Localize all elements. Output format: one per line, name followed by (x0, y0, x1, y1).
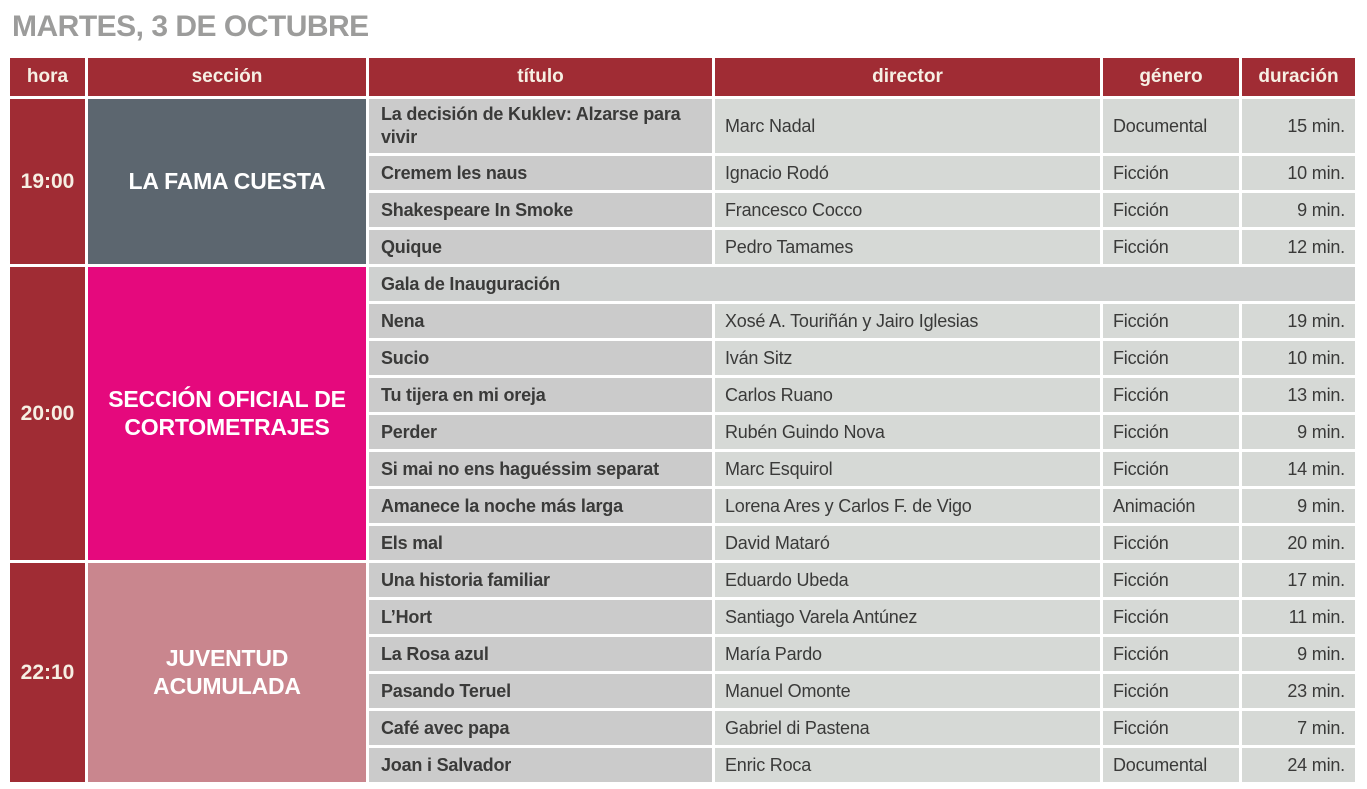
film-director-cell: Eduardo Ubeda (715, 563, 1100, 597)
section-name-cell: LA FAMA CUESTA (88, 99, 366, 264)
film-duration-cell: 10 min. (1242, 156, 1355, 190)
film-genre-cell: Documental (1103, 99, 1239, 153)
header-cell-duracion: duración (1242, 58, 1355, 96)
film-genre-cell: Ficción (1103, 341, 1239, 375)
film-duration-cell: 14 min. (1242, 452, 1355, 486)
film-title-cell: Amanece la noche más larga (369, 489, 712, 523)
film-genre-cell: Ficción (1103, 304, 1239, 338)
film-title-cell: La Rosa azul (369, 637, 712, 671)
film-title-cell: Nena (369, 304, 712, 338)
film-duration-cell: 24 min. (1242, 748, 1355, 782)
section-name-cell: JUVENTUD ACUMULADA (88, 563, 366, 782)
film-title-cell: Gala de Inauguración (369, 267, 1355, 301)
film-title-cell: Pasando Teruel (369, 674, 712, 708)
film-duration-cell: 9 min. (1242, 415, 1355, 449)
film-title-cell: Cremem les naus (369, 156, 712, 190)
header-cell-genero: género (1103, 58, 1239, 96)
film-director-cell: Ignacio Rodó (715, 156, 1100, 190)
film-genre-cell: Ficción (1103, 230, 1239, 264)
film-director-cell: Marc Nadal (715, 99, 1100, 153)
film-duration-cell: 19 min. (1242, 304, 1355, 338)
header-cell-director: director (715, 58, 1100, 96)
film-title-cell: Café avec papa (369, 711, 712, 745)
film-genre-cell: Animación (1103, 489, 1239, 523)
film-genre-cell: Documental (1103, 748, 1239, 782)
film-director-cell: Gabriel di Pastena (715, 711, 1100, 745)
film-director-cell: Carlos Ruano (715, 378, 1100, 412)
film-genre-cell: Ficción (1103, 526, 1239, 560)
film-director-cell: Francesco Cocco (715, 193, 1100, 227)
film-genre-cell: Ficción (1103, 711, 1239, 745)
film-title-cell: Una historia familiar (369, 563, 712, 597)
film-duration-cell: 23 min. (1242, 674, 1355, 708)
film-title-cell: La decisión de Kuklev: Alzarse para vivi… (369, 99, 712, 153)
film-director-cell: Iván Sitz (715, 341, 1100, 375)
film-duration-cell: 10 min. (1242, 341, 1355, 375)
film-duration-cell: 13 min. (1242, 378, 1355, 412)
film-duration-cell: 20 min. (1242, 526, 1355, 560)
film-director-cell: Marc Esquirol (715, 452, 1100, 486)
film-director-cell: Manuel Omonte (715, 674, 1100, 708)
film-director-cell: Enric Roca (715, 748, 1100, 782)
film-title-cell: Tu tijera en mi oreja (369, 378, 712, 412)
film-duration-cell: 9 min. (1242, 489, 1355, 523)
film-duration-cell: 12 min. (1242, 230, 1355, 264)
film-genre-cell: Ficción (1103, 637, 1239, 671)
film-duration-cell: 9 min. (1242, 193, 1355, 227)
film-director-cell: Pedro Tamames (715, 230, 1100, 264)
header-cell-seccion: sección (88, 58, 366, 96)
film-genre-cell: Ficción (1103, 563, 1239, 597)
header-cell-titulo: título (369, 58, 712, 96)
film-genre-cell: Ficción (1103, 674, 1239, 708)
film-duration-cell: 17 min. (1242, 563, 1355, 597)
film-title-cell: Joan i Salvador (369, 748, 712, 782)
time-cell: 20:00 (10, 267, 85, 560)
film-director-cell: María Pardo (715, 637, 1100, 671)
schedule-table: hora sección título director género dura… (10, 58, 1355, 782)
film-duration-cell: 9 min. (1242, 637, 1355, 671)
film-director-cell: Rubén Guindo Nova (715, 415, 1100, 449)
film-director-cell: Santiago Varela Antúnez (715, 600, 1100, 634)
film-duration-cell: 7 min. (1242, 711, 1355, 745)
film-title-cell: Els mal (369, 526, 712, 560)
section-name-cell: SECCIÓN OFICIAL DE CORTOMETRAJES (88, 267, 366, 560)
film-genre-cell: Ficción (1103, 193, 1239, 227)
page-title: MARTES, 3 DE OCTUBRE (12, 10, 369, 43)
film-genre-cell: Ficción (1103, 600, 1239, 634)
film-director-cell: Xosé A. Touriñán y Jairo Iglesias (715, 304, 1100, 338)
film-genre-cell: Ficción (1103, 378, 1239, 412)
time-cell: 22:10 (10, 563, 85, 782)
film-title-cell: Shakespeare In Smoke (369, 193, 712, 227)
film-genre-cell: Ficción (1103, 415, 1239, 449)
film-title-cell: Sucio (369, 341, 712, 375)
film-title-cell: Si mai no ens haguéssim separat (369, 452, 712, 486)
film-genre-cell: Ficción (1103, 156, 1239, 190)
time-cell: 19:00 (10, 99, 85, 264)
film-director-cell: Lorena Ares y Carlos F. de Vigo (715, 489, 1100, 523)
film-duration-cell: 15 min. (1242, 99, 1355, 153)
film-genre-cell: Ficción (1103, 452, 1239, 486)
film-title-cell: L’Hort (369, 600, 712, 634)
film-director-cell: David Mataró (715, 526, 1100, 560)
film-title-cell: Quique (369, 230, 712, 264)
header-cell-hora: hora (10, 58, 85, 96)
film-title-cell: Perder (369, 415, 712, 449)
film-duration-cell: 11 min. (1242, 600, 1355, 634)
